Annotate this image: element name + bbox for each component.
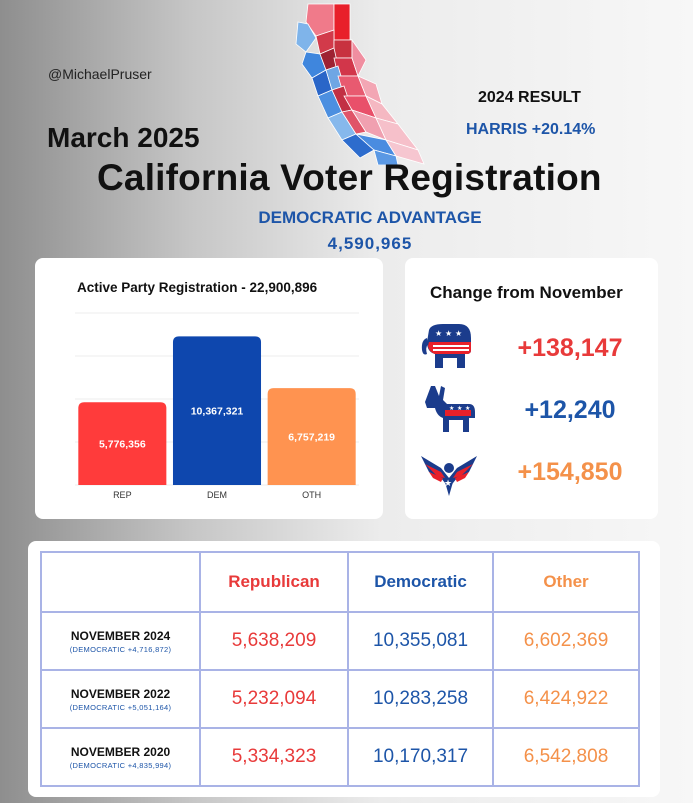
cell-dem: 10,355,081	[347, 611, 494, 671]
table-header-dem: Democratic	[347, 551, 494, 613]
chart-bar-dem	[172, 336, 262, 485]
svg-text:★: ★	[444, 479, 452, 489]
registration-chart-card: Active Party Registration - 22,900,896 5…	[35, 258, 383, 519]
row-label: NOVEMBER 2022	[70, 686, 171, 701]
row-sublabel: (DEMOCRATIC +5,051,164)	[69, 702, 172, 712]
table-header-rep: Republican	[199, 551, 349, 613]
chart-title: Active Party Registration - 22,900,896	[77, 280, 318, 295]
change-row-dem: ★ ★ ★ +12,240	[405, 382, 658, 440]
registration-bar-chart: 5,776,356 REP 10,367,321 DEM 6,757,219 OTH	[75, 312, 359, 500]
history-table-card: Republican Democratic Other NOVEMBER 202…	[28, 541, 660, 797]
table-row: NOVEMBER 2022 (DEMOCRATIC +5,051,164) 5,…	[40, 669, 640, 729]
row-sublabel: (DEMOCRATIC +4,716,872)	[69, 644, 172, 654]
change-row-rep: ★ ★ ★ +138,147	[405, 320, 658, 378]
table-header-row: Republican Democratic Other	[40, 551, 640, 613]
svg-text:★: ★	[435, 329, 442, 338]
report-date: March 2025	[47, 122, 200, 153]
democratic-donkey-icon: ★ ★ ★	[425, 386, 475, 432]
change-title: Change from November	[430, 283, 623, 302]
chart-category-label: DEM	[207, 490, 227, 500]
republican-elephant-icon: ★ ★ ★	[421, 324, 471, 368]
cell-dem: 10,170,317	[347, 727, 494, 787]
change-row-oth: ★ +154,850	[405, 444, 658, 502]
row-label-cell: NOVEMBER 2020 (DEMOCRATIC +4,835,994)	[40, 727, 201, 787]
cell-rep: 5,334,323	[199, 727, 349, 787]
change-card: Change from November ★ ★ ★ +138,147 ★ ★ ★ +1…	[405, 258, 658, 519]
svg-text:★: ★	[465, 405, 470, 412]
cell-dem: 10,283,258	[347, 669, 494, 729]
chart-category-label: OTH	[302, 490, 321, 500]
table-header-empty	[40, 551, 201, 613]
history-table: Republican Democratic Other NOVEMBER 202…	[40, 551, 640, 787]
advantage-value: 4,590,965	[327, 234, 413, 253]
row-label-cell: NOVEMBER 2024 (DEMOCRATIC +4,716,872)	[40, 611, 201, 671]
result-title: 2024 RESULT	[478, 89, 581, 106]
svg-text:★: ★	[449, 405, 454, 412]
svg-text:★: ★	[457, 405, 462, 412]
eagle-icon: ★	[421, 456, 477, 496]
cell-rep: 5,638,209	[199, 611, 349, 671]
page-title: California Voter Registration	[97, 157, 602, 198]
california-county-map	[295, 3, 425, 165]
change-value-dem: +12,240	[524, 396, 616, 424]
cell-oth: 6,424,922	[492, 669, 640, 729]
svg-text:★: ★	[445, 329, 452, 338]
chart-data-label: 10,367,321	[191, 406, 244, 418]
table-row: NOVEMBER 2020 (DEMOCRATIC +4,835,994) 5,…	[40, 727, 640, 787]
change-value-oth: +154,850	[517, 458, 623, 486]
chart-category-label: REP	[113, 490, 132, 500]
chart-bar-rep	[78, 402, 167, 485]
cell-oth: 6,542,808	[492, 727, 640, 787]
author-handle: @MichaelPruser	[48, 66, 152, 82]
result-value: HARRIS +20.14%	[466, 121, 596, 138]
row-label: NOVEMBER 2020	[70, 744, 171, 759]
chart-data-label: 5,776,356	[99, 439, 146, 451]
row-label: NOVEMBER 2024	[70, 628, 171, 643]
change-value-rep: +138,147	[517, 334, 623, 362]
chart-data-label: 6,757,219	[288, 432, 335, 444]
cell-rep: 5,232,094	[199, 669, 349, 729]
row-label-cell: NOVEMBER 2022 (DEMOCRATIC +5,051,164)	[40, 669, 201, 729]
chart-bar-oth	[267, 388, 356, 485]
cell-oth: 6,602,369	[492, 611, 640, 671]
advantage-label: DEMOCRATIC ADVANTAGE	[258, 208, 482, 227]
svg-text:★: ★	[455, 329, 462, 338]
table-row: NOVEMBER 2024 (DEMOCRATIC +4,716,872) 5,…	[40, 611, 640, 671]
row-sublabel: (DEMOCRATIC +4,835,994)	[69, 760, 172, 770]
table-header-oth: Other	[492, 551, 640, 613]
